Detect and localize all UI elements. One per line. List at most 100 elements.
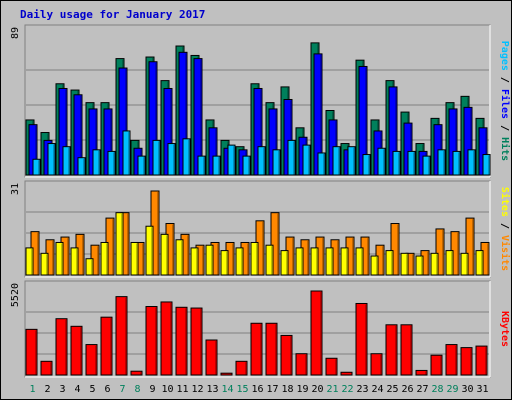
- top-bar-pages-day-16: [257, 146, 266, 176]
- middle-bar-sites-day-25: [385, 250, 394, 276]
- middle-bar-visits-day-25: [390, 223, 400, 276]
- top-bar-pages-day-8: [137, 155, 146, 176]
- top-bar-pages-day-27: [422, 155, 431, 176]
- day-label-25: 25: [386, 384, 398, 395]
- top-bar-pages-day-22: [347, 146, 356, 176]
- bottom-bar-kbytes-day-1: [25, 328, 38, 376]
- day-label-21: 21: [326, 384, 338, 395]
- middle-bar-sites-day-17: [265, 244, 274, 276]
- top-bar-pages-day-15: [242, 155, 251, 176]
- middle-bar-sites-day-18: [280, 250, 289, 276]
- middle-bar-sites-day-26: [400, 252, 409, 276]
- middle-bar-visits-day-28: [435, 228, 445, 276]
- day-label-23: 23: [356, 384, 368, 395]
- day-label-11: 11: [176, 384, 188, 395]
- bottom-series-legend: KBytes: [499, 311, 510, 347]
- middle-panel-sites-visits: 31 Sites / Visits: [10, 180, 511, 278]
- bottom-bar-kbytes-day-12: [190, 307, 203, 376]
- top-panel-pages-files-hits: 89 Pages / Files / Hits: [10, 24, 511, 178]
- middle-bar-sites-day-14: [220, 250, 229, 276]
- top-bar-pages-day-4: [77, 157, 86, 176]
- bottom-bar-kbytes-day-22: [340, 371, 353, 376]
- top-bar-pages-day-17: [272, 149, 281, 176]
- day-label-13: 13: [206, 384, 218, 395]
- bottom-bar-kbytes-day-24: [370, 353, 383, 376]
- bottom-bar-kbytes-day-13: [205, 339, 218, 376]
- day-label-31: 31: [476, 384, 488, 395]
- top-bar-pages-day-29: [452, 150, 461, 176]
- bottom-bar-kbytes-day-4: [70, 325, 83, 376]
- middle-bar-sites-day-31: [475, 250, 484, 276]
- top-bar-pages-day-13: [212, 155, 221, 176]
- day-label-5: 5: [89, 384, 95, 395]
- middle-bar-sites-day-15: [235, 247, 244, 276]
- day-label-1: 1: [29, 384, 35, 395]
- middle-bar-sites-day-12: [190, 247, 199, 276]
- top-bar-pages-day-9: [152, 139, 161, 176]
- day-label-22: 22: [341, 384, 353, 395]
- top-bar-pages-day-11: [182, 138, 191, 176]
- day-label-9: 9: [149, 384, 155, 395]
- middle-bar-sites-day-2: [40, 252, 49, 276]
- chart-title: Daily usage for January 2017: [20, 8, 205, 21]
- top-bar-pages-day-31: [482, 154, 491, 176]
- top-bar-pages-day-6: [107, 150, 116, 176]
- day-label-15: 15: [236, 384, 248, 395]
- day-label-28: 28: [431, 384, 443, 395]
- day-label-30: 30: [461, 384, 473, 395]
- bottom-bar-kbytes-day-11: [175, 306, 188, 376]
- middle-ymax-label: 31: [10, 183, 21, 195]
- middle-bar-sites-day-1: [25, 247, 34, 276]
- day-label-27: 27: [416, 384, 428, 395]
- day-label-8: 8: [134, 384, 140, 395]
- middle-bar-sites-day-21: [325, 247, 334, 276]
- top-bar-pages-day-26: [407, 150, 416, 176]
- x-axis-day-labels: 1 2 3 4 5 6 7 8 9 10 11 12 13 14 15 16 17 18 19 20 21 22 23 24 2…: [29, 384, 488, 395]
- top-bar-pages-day-20: [317, 152, 326, 176]
- bottom-bar-kbytes-day-10: [160, 301, 173, 376]
- top-bar-pages-day-2: [47, 143, 56, 176]
- middle-bar-visits-day-30: [465, 217, 475, 276]
- bottom-bar-kbytes-day-5: [85, 344, 98, 376]
- middle-bar-sites-day-5: [85, 258, 94, 276]
- top-bar-pages-day-12: [197, 155, 206, 176]
- middle-bar-sites-day-6: [100, 241, 109, 276]
- top-bar-pages-day-19: [302, 144, 311, 176]
- bottom-bar-kbytes-day-18: [280, 334, 293, 376]
- bottom-bar-kbytes-day-3: [55, 318, 68, 376]
- day-label-6: 6: [104, 384, 110, 395]
- day-label-26: 26: [401, 384, 413, 395]
- bottom-bar-kbytes-day-23: [355, 302, 368, 376]
- bottom-bar-kbytes-day-2: [40, 360, 53, 376]
- day-label-12: 12: [191, 384, 203, 395]
- bottom-bar-kbytes-day-17: [265, 322, 278, 376]
- bottom-bar-kbytes-day-15: [235, 360, 248, 376]
- day-label-14: 14: [221, 384, 233, 395]
- top-bar-pages-day-25: [392, 150, 401, 176]
- bottom-bar-kbytes-day-26: [400, 324, 413, 376]
- middle-bar-visits-day-17: [270, 212, 280, 276]
- day-label-24: 24: [371, 384, 383, 395]
- middle-bar-sites-day-13: [205, 244, 214, 276]
- top-bar-pages-day-30: [467, 149, 476, 176]
- middle-bar-sites-day-27: [415, 255, 424, 276]
- middle-bar-sites-day-20: [310, 247, 319, 276]
- middle-bar-sites-day-9: [145, 225, 154, 276]
- bottom-bar-kbytes-day-9: [145, 306, 158, 376]
- day-label-3: 3: [59, 384, 65, 395]
- top-bar-pages-day-5: [92, 149, 101, 176]
- bottom-bar-kbytes-day-19: [295, 353, 308, 376]
- bottom-panel-kbytes: 5520 KBytes: [10, 280, 510, 378]
- middle-bar-sites-day-8: [130, 241, 139, 276]
- day-label-29: 29: [446, 384, 458, 395]
- bottom-bar-kbytes-day-6: [100, 316, 113, 376]
- middle-bar-sites-day-30: [460, 252, 469, 276]
- middle-bar-sites-day-29: [445, 250, 454, 276]
- bottom-bar-kbytes-day-31: [475, 345, 488, 376]
- day-label-17: 17: [266, 384, 278, 395]
- bottom-bar-kbytes-day-14: [220, 372, 233, 376]
- top-bar-pages-day-7: [122, 130, 131, 176]
- top-bar-pages-day-1: [32, 158, 41, 176]
- day-label-10: 10: [161, 384, 173, 395]
